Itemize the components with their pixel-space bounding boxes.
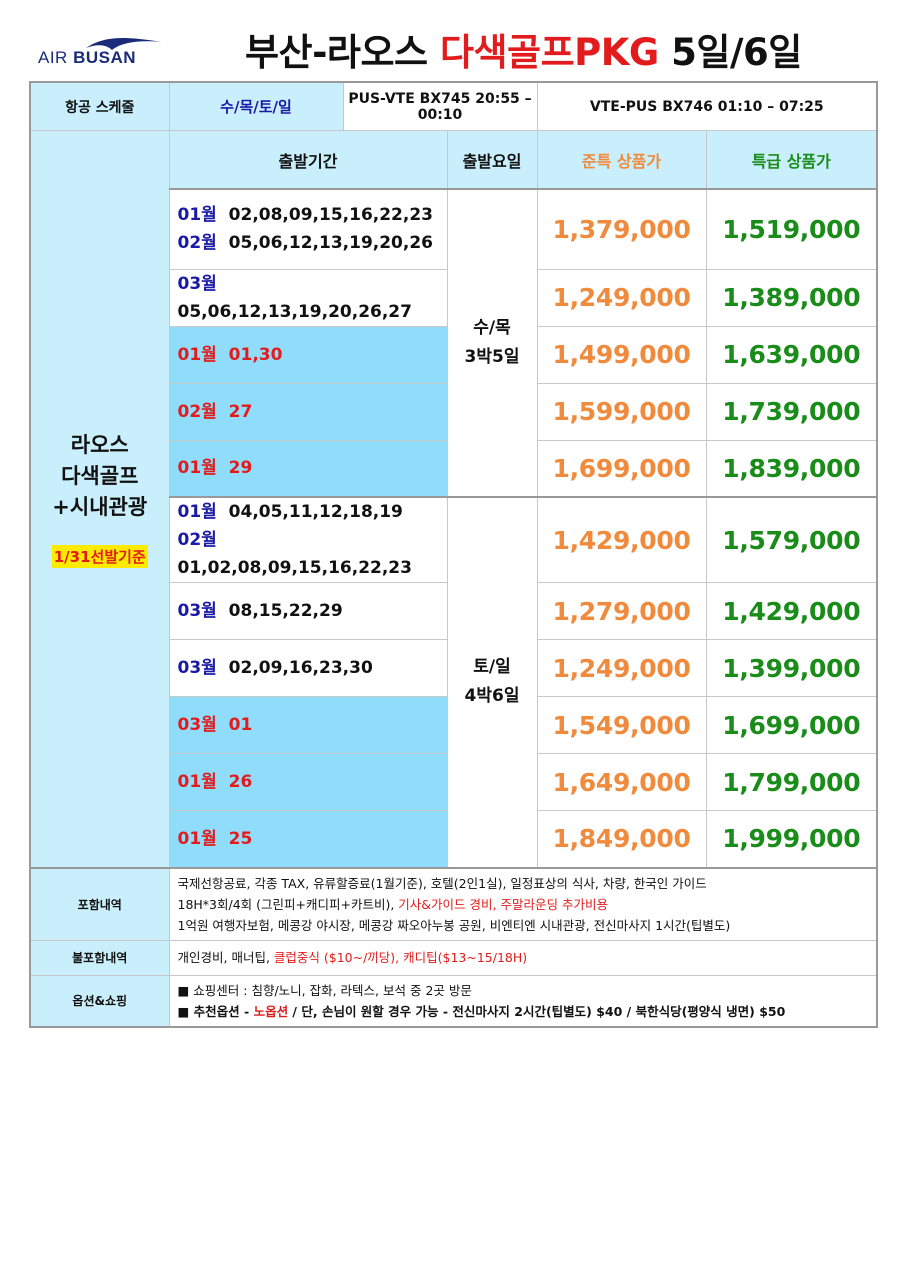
logo-text-air: AIR <box>38 48 74 67</box>
page-title: 부산-라오스 다색골프PKG 5일/6일 <box>245 22 802 76</box>
premium-price: 1,699,000 <box>705 696 879 754</box>
product-name: 라오스 다색골프 +시내관광 <box>52 432 148 519</box>
header-weekday: 출발요일 <box>446 130 538 190</box>
departure-dates: 01월 25 <box>168 810 448 868</box>
premium-price: 1,639,000 <box>705 325 879 384</box>
departure-basis-badge: 1/31선발기준 <box>51 544 148 568</box>
table-row: 01월 02,08,09,15,16,22,23 02월 05,06,12,13… <box>30 188 879 498</box>
options-text: ■ 쇼핑센터 : 침향/노니, 잡화, 라텍스, 보석 중 2곳 방문 ■ 추천… <box>168 974 879 1028</box>
premium-price: 1,399,000 <box>705 639 879 697</box>
schedule-days: 수/목/토/일 <box>168 81 344 131</box>
options-label: 옵션&쇼핑 <box>29 974 170 1028</box>
departure-dates: 03월 05,06,12,13,19,20,26,27 <box>168 268 448 327</box>
departure-dates: 01월 04,05,11,12,18,19 02월 01,02,08,09,15… <box>168 496 448 583</box>
standard-price: 1,599,000 <box>536 382 707 441</box>
premium-price: 1,519,000 <box>705 188 879 270</box>
departure-dates: 03월 01 <box>168 696 448 754</box>
header-standard-price: 준특 상품가 <box>536 130 707 190</box>
standard-price: 1,699,000 <box>536 439 707 498</box>
departure-weekday: 수/목 3박5일 <box>446 188 538 498</box>
schedule-row: 항공 스케줄 수/목/토/일 PUS-VTE BX745 20:55 – 00:… <box>29 81 879 131</box>
bird-icon <box>86 38 162 50</box>
departure-dates: 01월 01,30 <box>168 325 448 384</box>
premium-price: 1,739,000 <box>705 382 879 441</box>
excluded-text: 개인경비, 매너팁, 클럽중식 ($10~/끼당), 캐디팁($13~15/18… <box>168 939 879 976</box>
header-period: 출발기간 <box>168 130 448 190</box>
standard-price: 1,379,000 <box>536 188 707 270</box>
departure-dates: 03월 02,09,16,23,30 <box>168 639 448 697</box>
table-row: 01월 04,05,11,12,18,19 02월 01,02,08,09,15… <box>30 496 879 868</box>
departure-dates: 01월 29 <box>168 439 448 498</box>
premium-price: 1,429,000 <box>705 582 879 640</box>
standard-price: 1,649,000 <box>536 753 707 811</box>
standard-price: 1,279,000 <box>536 582 707 640</box>
table-row: 03월 08,15,22,29 1,279,000 1,429,000 <box>30 582 879 640</box>
inbound-flight: VTE-PUS BX746 01:10 – 07:25 <box>536 81 879 131</box>
departure-dates: 02월 27 <box>168 382 448 441</box>
premium-price: 1,999,000 <box>705 810 879 868</box>
title-route: 부산-라오스 <box>245 31 440 74</box>
options-row: 옵션&쇼핑 ■ 쇼핑센터 : 침향/노니, 잡화, 라텍스, 보석 중 2곳 방… <box>29 974 879 1028</box>
price-table: 항공 스케줄 수/목/토/일 PUS-VTE BX745 20:55 – 00:… <box>29 81 879 1028</box>
premium-price: 1,579,000 <box>705 496 879 583</box>
excluded-label: 불포함내역 <box>29 939 170 976</box>
premium-price: 1,839,000 <box>705 439 879 498</box>
excluded-row: 불포함내역 개인경비, 매너팁, 클럽중식 ($10~/끼당), 캐디팁($13… <box>29 939 879 976</box>
included-label: 포함내역 <box>29 866 170 941</box>
standard-price: 1,849,000 <box>536 810 707 868</box>
departure-dates: 01월 02,08,09,15,16,22,23 02월 05,06,12,13… <box>168 188 448 270</box>
departure-weekday: 토/일 4박6일 <box>446 496 538 868</box>
header-premium-price: 특급 상품가 <box>705 130 879 190</box>
table-row: 03월 01 1,549,000 1,699,000 <box>30 696 879 754</box>
standard-price: 1,499,000 <box>536 325 707 384</box>
table-row: 01월 01,30 1,499,000 1,639,000 <box>30 325 879 384</box>
standard-price: 1,249,000 <box>536 639 707 697</box>
standard-price: 1,549,000 <box>536 696 707 754</box>
standard-price: 1,249,000 <box>536 268 707 327</box>
product-cell: 라오스 다색골프 +시내관광 1/31선발기준 <box>29 130 170 868</box>
departure-dates: 03월 08,15,22,29 <box>168 582 448 640</box>
table-row: 01월 26 1,649,000 1,799,000 <box>30 753 879 811</box>
premium-price: 1,389,000 <box>705 268 879 327</box>
title-package: 다색골프PKG <box>439 31 659 74</box>
logo-text-busan: BUSAN <box>73 48 137 67</box>
included-row: 포함내역 국제선항공료, 각종 TAX, 유류할증료(1월기준), 호텔(2인1… <box>29 866 879 941</box>
title-duration: 5일/6일 <box>658 31 802 74</box>
included-text: 국제선항공료, 각종 TAX, 유류할증료(1월기준), 호텔(2인1실), 일… <box>168 866 879 941</box>
departure-dates: 01월 26 <box>168 753 448 811</box>
outbound-flight: PUS-VTE BX745 20:55 – 00:10 <box>342 81 538 131</box>
air-busan-logo: AIR BUSAN <box>38 38 168 68</box>
schedule-label: 항공 스케줄 <box>29 81 170 131</box>
table-row: 02월 27 1,599,000 1,739,000 <box>30 382 879 441</box>
table-row: 03월 05,06,12,13,19,20,26,27 1,249,000 1,… <box>30 268 879 327</box>
standard-price: 1,429,000 <box>536 496 707 583</box>
premium-price: 1,799,000 <box>705 753 879 811</box>
header-row: 라오스 다색골프 +시내관광 1/31선발기준 출발기간 출발요일 준특 상품가… <box>29 130 879 868</box>
